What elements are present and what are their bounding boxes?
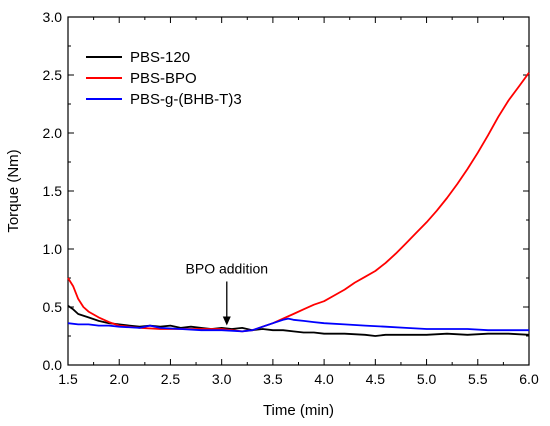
x-tick-label: 4.5 — [366, 371, 386, 387]
series-line-3 — [67, 317, 529, 333]
plot-area: 1.5 2.0 2.5 3.0 3.5 4.0 4.5 5.0 5.5 6.0 0.0 0.5 1.0 1… — [43, 9, 539, 387]
x-tick-label: 5.0 — [417, 371, 437, 387]
y-tick-label: 2.0 — [43, 125, 63, 141]
y-axis-title: Torque (Nm) — [5, 149, 22, 232]
y-tick-label: 0.5 — [43, 299, 63, 315]
x-tick-label: 1.5 — [58, 371, 78, 387]
x-axis-title: Time (min) — [263, 402, 334, 419]
legend-label-2: PBS-BPO — [130, 70, 197, 87]
x-tick-label: 3.0 — [212, 371, 232, 387]
y-tick-label: 3.0 — [43, 9, 63, 25]
x-tick-label: 2.0 — [109, 371, 129, 387]
y-tick-label: 1.5 — [43, 183, 63, 199]
series-line-1 — [67, 305, 530, 337]
y-tick-label: 0.0 — [43, 357, 63, 373]
x-tick-label: 4.0 — [314, 371, 334, 387]
series-line-2 — [67, 72, 530, 333]
legend-label-3: PBS-g-(BHB-T)3 — [130, 91, 242, 108]
annotation-arrow-head — [222, 316, 231, 326]
x-tick-label: 6.0 — [519, 371, 539, 387]
annotation-label: BPO addition — [186, 260, 269, 276]
legend-label-1: PBS-120 — [130, 49, 190, 66]
y-tick-label: 2.5 — [43, 67, 63, 83]
x-tick-label: 5.5 — [468, 371, 488, 387]
y-tick-label: 1.0 — [43, 241, 63, 257]
x-tick-label: 2.5 — [161, 371, 181, 387]
x-tick-label: 3.5 — [263, 371, 283, 387]
